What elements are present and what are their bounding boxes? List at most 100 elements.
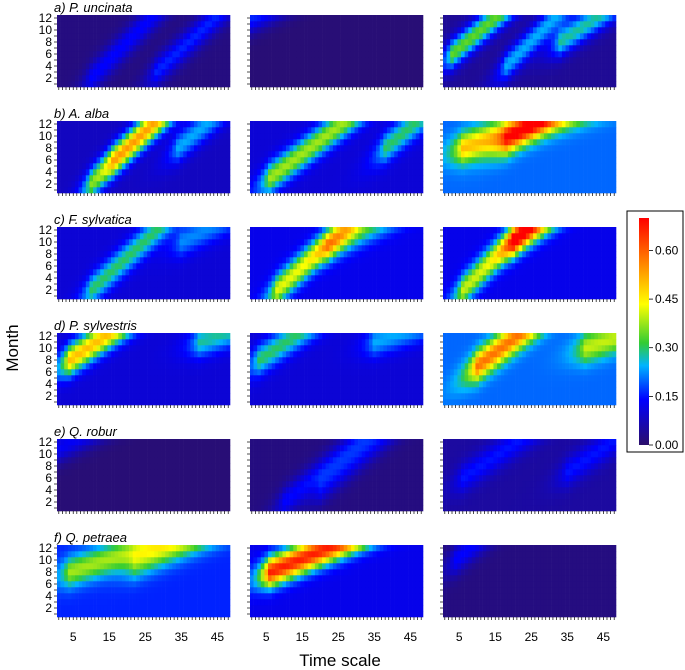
heatmap-cell bbox=[226, 127, 231, 134]
heatmap-cell bbox=[404, 33, 409, 40]
heatmap-cell bbox=[522, 175, 527, 182]
heatmap-cell bbox=[304, 127, 308, 134]
heatmap-cell bbox=[547, 69, 552, 76]
heatmap-cell bbox=[114, 169, 119, 176]
heatmap-cell bbox=[446, 145, 451, 152]
heatmap-cell bbox=[64, 127, 69, 134]
heatmap-cell bbox=[489, 133, 494, 140]
heatmap-cell bbox=[201, 157, 206, 164]
heatmap-cell bbox=[522, 263, 527, 270]
heatmap-cell bbox=[286, 245, 290, 252]
heatmap-cell bbox=[522, 69, 527, 76]
heatmap-cell bbox=[136, 287, 141, 294]
heatmap-cell bbox=[143, 139, 148, 146]
heatmap-cell bbox=[390, 251, 395, 258]
heatmap-cell bbox=[332, 263, 337, 270]
heatmap-cell bbox=[415, 187, 420, 194]
heatmap-cell bbox=[271, 63, 276, 70]
heatmap-cell bbox=[390, 163, 395, 170]
heatmap-cell bbox=[89, 175, 94, 182]
heatmap-cell bbox=[129, 175, 133, 182]
heatmap-cell bbox=[376, 81, 381, 88]
heatmap-cell bbox=[482, 157, 487, 164]
heatmap-cell bbox=[525, 15, 530, 22]
heatmap-cell bbox=[78, 81, 83, 88]
heatmap-cell bbox=[443, 287, 447, 294]
heatmap-cell bbox=[172, 239, 177, 246]
heatmap-cell bbox=[293, 263, 298, 270]
heatmap-cell bbox=[518, 133, 523, 140]
heatmap-cell bbox=[569, 63, 574, 70]
heatmap-cell bbox=[350, 275, 355, 282]
heatmap-cell bbox=[64, 245, 69, 252]
heatmap-cell bbox=[497, 39, 501, 46]
heatmap-cell bbox=[271, 281, 276, 288]
heatmap-cell bbox=[75, 157, 79, 164]
heatmap-cell bbox=[183, 33, 188, 40]
heatmap-cell bbox=[579, 169, 584, 176]
heatmap-cell bbox=[461, 169, 465, 176]
heatmap-cell bbox=[386, 57, 391, 64]
heatmap-cell bbox=[561, 181, 566, 188]
heatmap-cell bbox=[85, 281, 90, 288]
heatmap-cell bbox=[525, 151, 530, 158]
heatmap-cell bbox=[518, 145, 523, 152]
heatmap-cell bbox=[504, 163, 509, 170]
heatmap-cell bbox=[165, 121, 170, 128]
heatmap-cell bbox=[515, 57, 519, 64]
heatmap-cell bbox=[412, 39, 417, 46]
heatmap-cell bbox=[419, 263, 424, 270]
heatmap-cell bbox=[60, 293, 65, 300]
heatmap-cell bbox=[257, 27, 262, 34]
heatmap-cell bbox=[257, 133, 262, 140]
heatmap-cell bbox=[464, 75, 469, 82]
heatmap-cell bbox=[89, 39, 94, 46]
heatmap-cell bbox=[361, 175, 366, 182]
heatmap-cell bbox=[504, 51, 509, 58]
heatmap-cell bbox=[172, 75, 177, 82]
heatmap-cell bbox=[193, 139, 198, 146]
heatmap-cell bbox=[386, 39, 391, 46]
heatmap-cell bbox=[314, 39, 319, 46]
heatmap-cell bbox=[408, 139, 413, 146]
heatmap-cell bbox=[257, 51, 262, 58]
heatmap-cell bbox=[612, 45, 617, 52]
heatmap-cell bbox=[193, 275, 198, 282]
heatmap-cell bbox=[282, 263, 287, 270]
heatmap-cell bbox=[446, 239, 451, 246]
heatmap-cell bbox=[497, 263, 501, 270]
heatmap-cell bbox=[572, 15, 577, 22]
heatmap-cell bbox=[67, 157, 72, 164]
heatmap-cell bbox=[368, 133, 373, 140]
heatmap-cell bbox=[390, 121, 395, 128]
heatmap-cell bbox=[515, 293, 519, 300]
heatmap-cell bbox=[296, 51, 301, 58]
heatmap-cell bbox=[129, 121, 133, 128]
heatmap-cell bbox=[100, 81, 105, 88]
heatmap-cell bbox=[132, 139, 137, 146]
heatmap-cell bbox=[57, 63, 61, 70]
heatmap-cell bbox=[82, 245, 87, 252]
heatmap-cell bbox=[318, 145, 323, 152]
heatmap-cell bbox=[219, 145, 224, 152]
heatmap-cell bbox=[93, 15, 97, 22]
heatmap-cell bbox=[605, 45, 610, 52]
heatmap-cell bbox=[318, 27, 323, 34]
heatmap-cell bbox=[468, 63, 473, 70]
heatmap-cell bbox=[89, 75, 94, 82]
heatmap-cell bbox=[386, 281, 391, 288]
heatmap-cell bbox=[608, 133, 613, 140]
heatmap-cell bbox=[300, 227, 305, 234]
heatmap-panel bbox=[443, 227, 617, 300]
heatmap-cell bbox=[282, 15, 287, 22]
heatmap-cell bbox=[365, 169, 370, 176]
heatmap-cell bbox=[286, 21, 290, 28]
heatmap-cell bbox=[551, 175, 556, 182]
heatmap-cell bbox=[504, 187, 509, 194]
heatmap-cell bbox=[540, 15, 545, 22]
heatmap-cell bbox=[118, 293, 123, 300]
heatmap-cell bbox=[89, 181, 94, 188]
heatmap-cell bbox=[260, 287, 265, 294]
heatmap-cell bbox=[383, 139, 388, 146]
heatmap-cell bbox=[340, 51, 344, 58]
